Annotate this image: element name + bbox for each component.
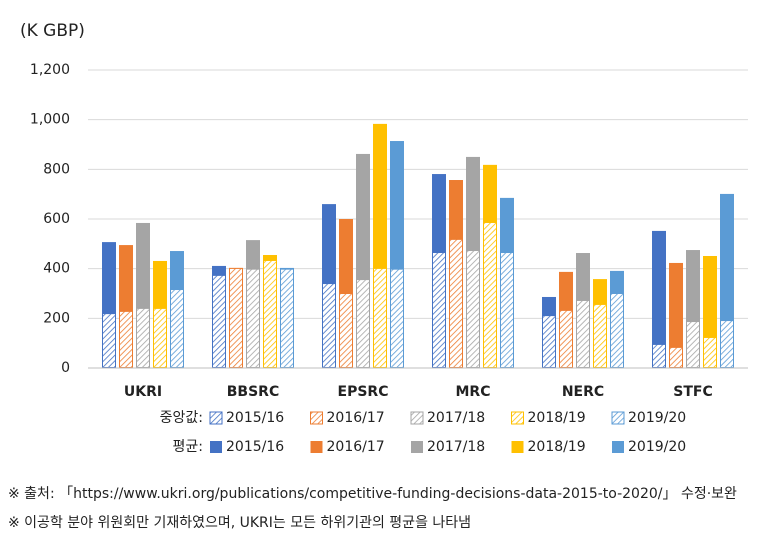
legend-swatch xyxy=(210,441,222,453)
legend-swatch xyxy=(410,411,424,425)
legend-swatch xyxy=(511,441,524,453)
median-bar xyxy=(339,293,353,368)
median-bar xyxy=(170,289,184,368)
legend-swatch xyxy=(411,441,423,453)
legend-label: 2018/19 xyxy=(528,410,586,426)
x-tick-label: BBSRC xyxy=(227,384,279,400)
mean-bar xyxy=(652,230,666,368)
median-bar xyxy=(610,293,624,368)
median-bar xyxy=(263,259,277,369)
median-bar xyxy=(373,267,387,368)
note: ※ 이공학 분야 위원회만 기재하였으며, UKRI는 모든 하위기관의 평균을… xyxy=(8,515,471,531)
median-bar xyxy=(593,303,607,368)
median-bar xyxy=(229,267,243,368)
y-tick-label: 600 xyxy=(43,211,70,227)
median-bar xyxy=(102,313,116,369)
median-bar xyxy=(483,221,497,368)
median-bar xyxy=(449,238,463,368)
y-tick-label: 1,000 xyxy=(30,112,70,128)
median-bar xyxy=(212,274,226,368)
median-bar xyxy=(686,321,700,369)
legend-label: 2016/17 xyxy=(327,410,385,426)
legend-swatch xyxy=(511,411,524,425)
median-bar xyxy=(153,307,167,368)
legend-label: 2017/18 xyxy=(427,439,485,455)
x-tick-label: UKRI xyxy=(124,384,162,400)
x-tick-label: MRC xyxy=(456,384,491,400)
x-tick-label: STFC xyxy=(673,384,712,400)
y-tick-label: 1,200 xyxy=(30,62,70,78)
unit-label: (K GBP) xyxy=(20,21,85,41)
median-bar xyxy=(432,252,446,368)
median-bar xyxy=(500,252,514,368)
y-tick-label: 400 xyxy=(43,261,70,277)
mean-bar xyxy=(669,262,683,368)
median-bar xyxy=(119,310,133,368)
legend-title: 평균: xyxy=(173,439,203,455)
legend-swatch xyxy=(612,441,624,453)
median-bar xyxy=(246,268,260,368)
legend-swatch xyxy=(209,411,223,425)
median-bar xyxy=(720,320,734,368)
legend-swatch xyxy=(310,441,323,453)
median-bar xyxy=(466,250,480,369)
legend-swatch xyxy=(310,411,323,425)
median-bar xyxy=(652,343,666,368)
x-tick-label: EPSRC xyxy=(338,384,389,400)
median-bar xyxy=(390,268,404,368)
y-tick-label: 0 xyxy=(61,360,70,376)
legend-label: 2016/17 xyxy=(327,439,385,455)
legend-swatch xyxy=(611,411,625,425)
x-tick-label: NERC xyxy=(562,384,604,400)
median-bar xyxy=(280,268,294,368)
legend-label: 2018/19 xyxy=(528,439,586,455)
median-bar xyxy=(559,309,573,369)
legend-label: 2017/18 xyxy=(427,410,485,426)
median-bar xyxy=(322,283,336,369)
median-bar xyxy=(669,346,683,368)
legend-label: 2019/20 xyxy=(628,439,686,455)
legend-label: 2015/16 xyxy=(226,439,284,455)
y-tick-label: 800 xyxy=(43,161,70,177)
median-bar xyxy=(703,336,717,369)
legend-label: 2015/16 xyxy=(226,410,284,426)
legend-title: 중앙값: xyxy=(160,410,203,426)
note: ※ 출처: 「https://www.ukri.org/publications… xyxy=(8,486,737,502)
median-bar xyxy=(542,315,556,369)
y-tick-label: 200 xyxy=(43,310,70,326)
median-bar xyxy=(576,299,590,368)
median-bar xyxy=(136,307,150,368)
median-bar xyxy=(356,279,370,369)
legend-label: 2019/20 xyxy=(628,410,686,426)
